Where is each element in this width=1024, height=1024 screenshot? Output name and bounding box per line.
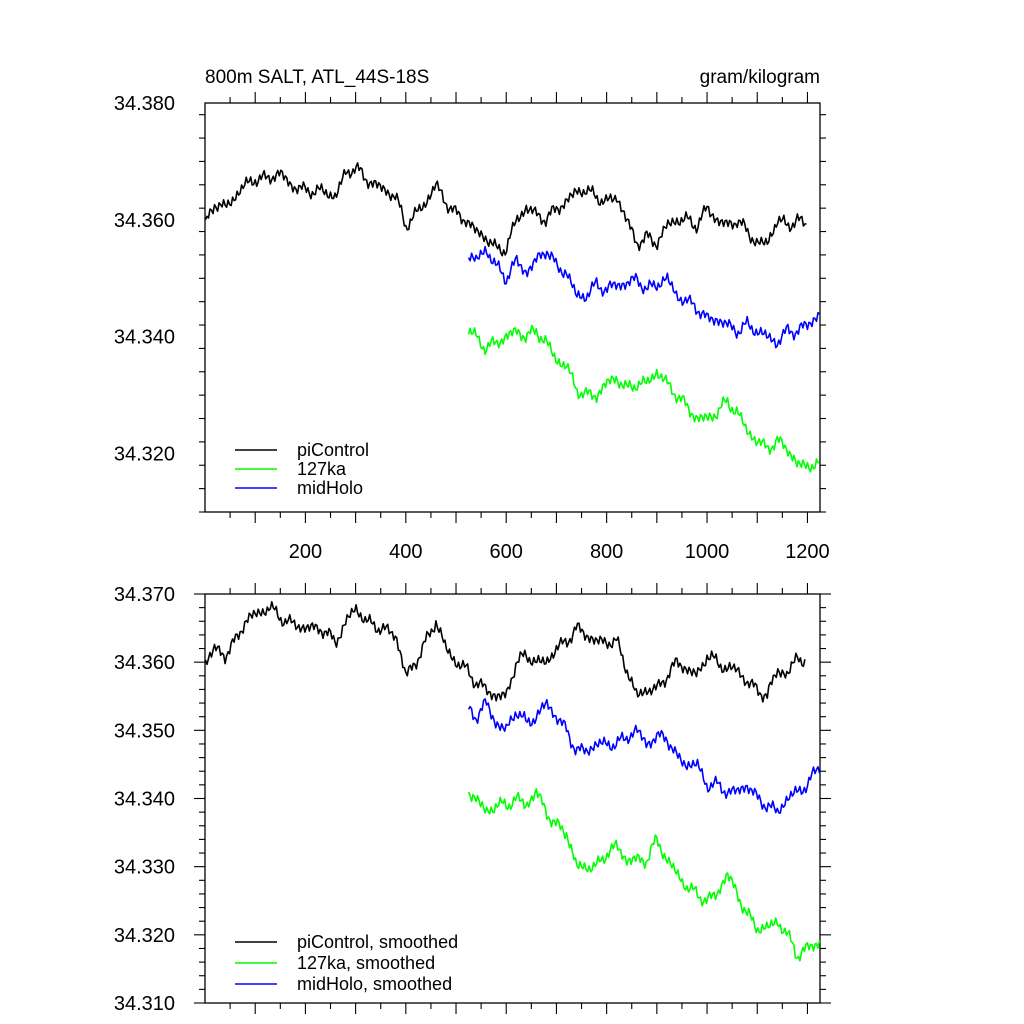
- y-tick-label: 34.370: [114, 584, 175, 606]
- series-line-127ka-smoothed: [467, 787, 821, 962]
- x-tick-label: 800: [590, 541, 623, 563]
- y-tick-label: 34.360: [114, 210, 175, 232]
- series-line-picontrol: [204, 162, 807, 257]
- top-panel: 200 400 600 800 1000 1200 34.380 34.360 34.340 34…: [114, 92, 830, 563]
- y-tick-label: 34.360: [114, 652, 175, 674]
- legend-label: 127ka, smoothed: [297, 953, 435, 973]
- x-tick-label: 400: [389, 541, 422, 563]
- legend-label: 127ka: [297, 459, 347, 479]
- bottom-panel: 34.370 34.360 34.350 34.340 34.330 34.320 34.3…: [114, 583, 831, 1015]
- y-tick-label: 34.380: [114, 93, 175, 115]
- y-tick-label: 34.310: [114, 993, 175, 1015]
- x-tick-label: 1000: [685, 541, 730, 563]
- x-tick-label: 600: [490, 541, 523, 563]
- legend-label: midHolo: [297, 478, 363, 498]
- y-tick-label: 34.340: [114, 327, 175, 349]
- y-tick-label: 34.330: [114, 857, 175, 879]
- legend-label: midHolo, smoothed: [297, 974, 452, 994]
- y-tick-label: 34.320: [114, 444, 175, 466]
- x-tick-label: 1200: [785, 541, 830, 563]
- legend-label: piControl: [297, 440, 369, 460]
- plot-frame: [204, 102, 821, 513]
- y-tick-label: 34.320: [114, 925, 175, 947]
- chart-title: 800m SALT, ATL_44S-18S: [205, 67, 429, 88]
- y-tick-label: 34.340: [114, 789, 175, 811]
- series-line-picontrol-smoothed: [204, 600, 806, 703]
- x-tick-label: 200: [289, 541, 322, 563]
- series-line-midholo: [467, 245, 820, 349]
- y-tick-label: 34.350: [114, 720, 175, 742]
- series-line-midholo-smoothed: [467, 698, 821, 814]
- series-line-127ka: [467, 324, 820, 473]
- units-label: gram/kilogram: [700, 67, 820, 88]
- legend-label: piControl, smoothed: [297, 932, 458, 952]
